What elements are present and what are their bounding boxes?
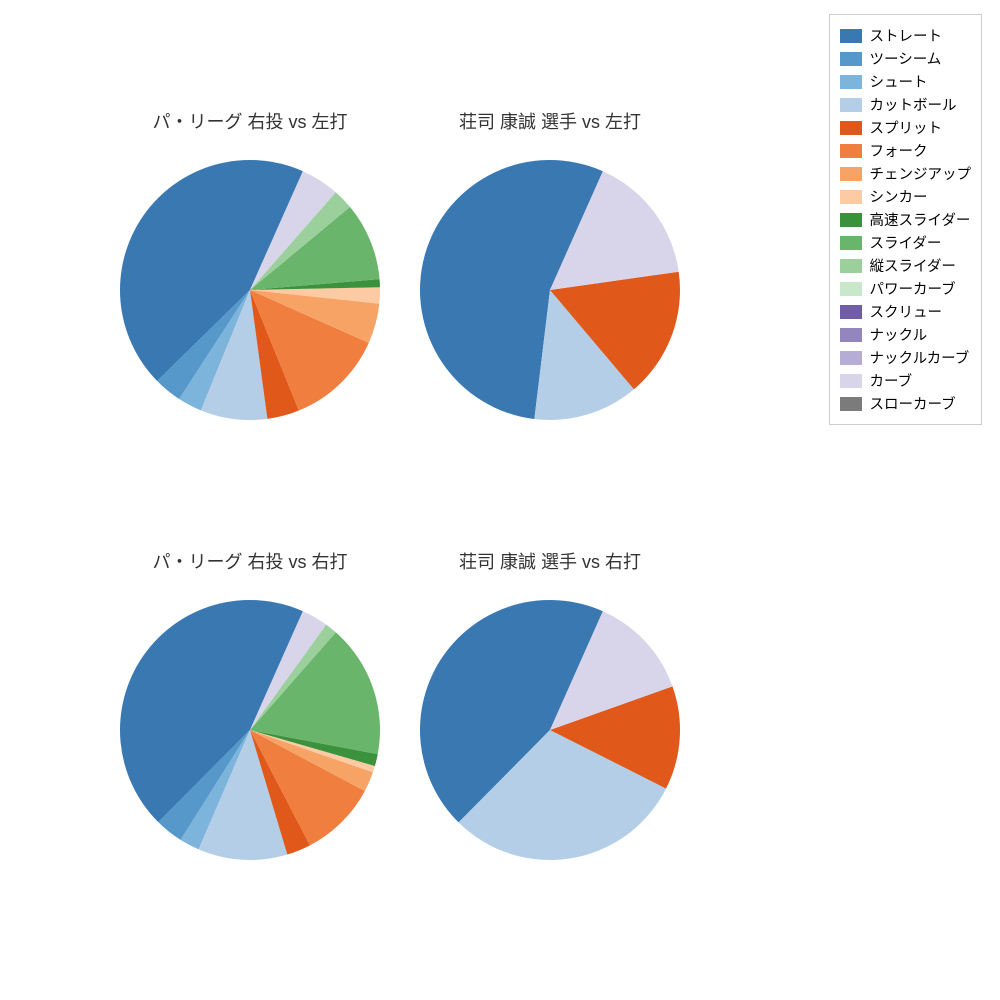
legend-label: ナックル [870, 324, 928, 345]
legend-item: カットボール [840, 94, 972, 115]
legend-swatch [840, 397, 862, 411]
legend-swatch [840, 282, 862, 296]
legend-item: シュート [840, 71, 972, 92]
legend-item: カーブ [840, 370, 972, 391]
legend-label: パワーカーブ [870, 278, 956, 299]
legend-item: スクリュー [840, 301, 972, 322]
legend-swatch [840, 167, 862, 181]
legend-label: カットボール [870, 94, 957, 115]
legend-swatch [840, 190, 862, 204]
legend-item: スライダー [840, 232, 972, 253]
legend-label: 高速スライダー [870, 209, 971, 230]
legend-item: 縦スライダー [840, 255, 972, 276]
legend-item: ナックルカーブ [840, 347, 972, 368]
legend-label: ストレート [870, 25, 943, 46]
legend-item: シンカー [840, 186, 972, 207]
legend-swatch [840, 328, 862, 342]
pie-chart [418, 598, 682, 862]
legend-swatch [840, 144, 862, 158]
legend-item: スローカーブ [840, 393, 972, 414]
legend-swatch [840, 52, 862, 66]
chart-title: パ・リーグ 右投 vs 右打 [100, 548, 400, 574]
chart-title: 荘司 康誠 選手 vs 右打 [400, 548, 700, 574]
pie-chart [118, 598, 382, 862]
legend-label: スプリット [870, 117, 943, 138]
legend-item: チェンジアップ [840, 163, 972, 184]
legend-swatch [840, 351, 862, 365]
legend-swatch [840, 121, 862, 135]
chart-title: 荘司 康誠 選手 vs 左打 [400, 108, 700, 134]
legend-label: チェンジアップ [870, 163, 972, 184]
legend-label: ナックルカーブ [870, 347, 970, 368]
legend-label: スローカーブ [870, 393, 956, 414]
legend-swatch [840, 305, 862, 319]
legend-label: 縦スライダー [870, 255, 956, 276]
pie-chart [118, 158, 382, 422]
legend-label: シンカー [870, 186, 928, 207]
legend-swatch [840, 236, 862, 250]
legend-swatch [840, 259, 862, 273]
legend-item: ストレート [840, 25, 972, 46]
legend-item: 高速スライダー [840, 209, 972, 230]
legend-swatch [840, 213, 862, 227]
legend-label: カーブ [870, 370, 913, 391]
legend-label: スライダー [870, 232, 942, 253]
legend-item: ナックル [840, 324, 972, 345]
legend: ストレートツーシームシュートカットボールスプリットフォークチェンジアップシンカー… [829, 14, 983, 425]
legend-item: フォーク [840, 140, 972, 161]
legend-item: ツーシーム [840, 48, 972, 69]
legend-label: フォーク [870, 140, 928, 161]
legend-item: スプリット [840, 117, 972, 138]
legend-swatch [840, 29, 862, 43]
legend-swatch [840, 75, 862, 89]
legend-swatch [840, 374, 862, 388]
chart-title: パ・リーグ 右投 vs 左打 [100, 108, 400, 134]
legend-label: シュート [870, 71, 928, 92]
pie-chart [418, 158, 682, 422]
legend-item: パワーカーブ [840, 278, 972, 299]
legend-label: ツーシーム [870, 48, 942, 69]
legend-swatch [840, 98, 862, 112]
legend-label: スクリュー [870, 301, 943, 322]
